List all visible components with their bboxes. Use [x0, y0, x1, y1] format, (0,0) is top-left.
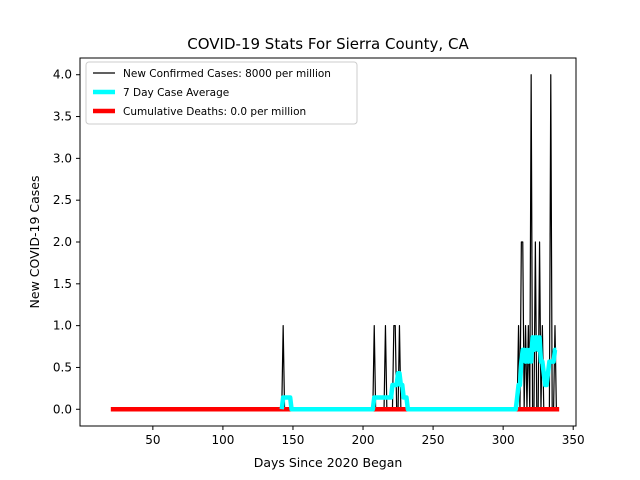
- y-tick-label: 3.0: [53, 151, 72, 165]
- y-tick-label: 1.5: [53, 277, 72, 291]
- legend-label-cumulative-deaths: Cumulative Deaths: 0.0 per million: [123, 106, 306, 118]
- y-tick-label: 3.5: [53, 110, 72, 124]
- x-tick-label: 150: [282, 433, 305, 447]
- legend-box: [85, 61, 358, 125]
- legend-label-new-cases: New Confirmed Cases: 8000 per million: [123, 68, 331, 80]
- chart-title: COVID-19 Stats For Sierra County, CA: [187, 35, 469, 53]
- legend-label-7-day-average: 7 Day Case Average: [123, 87, 229, 99]
- x-tick-label: 300: [492, 433, 515, 447]
- x-tick-label: 200: [352, 433, 375, 447]
- y-tick-label: 2.0: [53, 235, 72, 249]
- y-axis-label: New COVID-19 Cases: [27, 176, 42, 309]
- series-layer: [110, 74, 560, 412]
- x-axis-label: Days Since 2020 Began: [254, 455, 403, 470]
- y-tick-label: 0.5: [53, 360, 72, 374]
- x-tick-label: 100: [211, 433, 234, 447]
- series-7-day-average-line: [279, 335, 558, 412]
- x-tick-label: 250: [422, 433, 445, 447]
- legend: New Confirmed Cases: 8000 per million 7 …: [85, 61, 358, 125]
- x-tick-label: 350: [562, 433, 585, 447]
- y-tick-label: 2.5: [53, 193, 72, 207]
- y-tick-label: 0.0: [53, 402, 72, 416]
- axes-layer: 50 100 150 200 250 300 350 0.0 0.5 1.0 1.5 2.0 2.5 3.…: [53, 57, 585, 447]
- y-tick-label: 4.0: [53, 68, 72, 82]
- y-tick-label: 1.0: [53, 319, 72, 333]
- x-tick-label: 50: [145, 433, 160, 447]
